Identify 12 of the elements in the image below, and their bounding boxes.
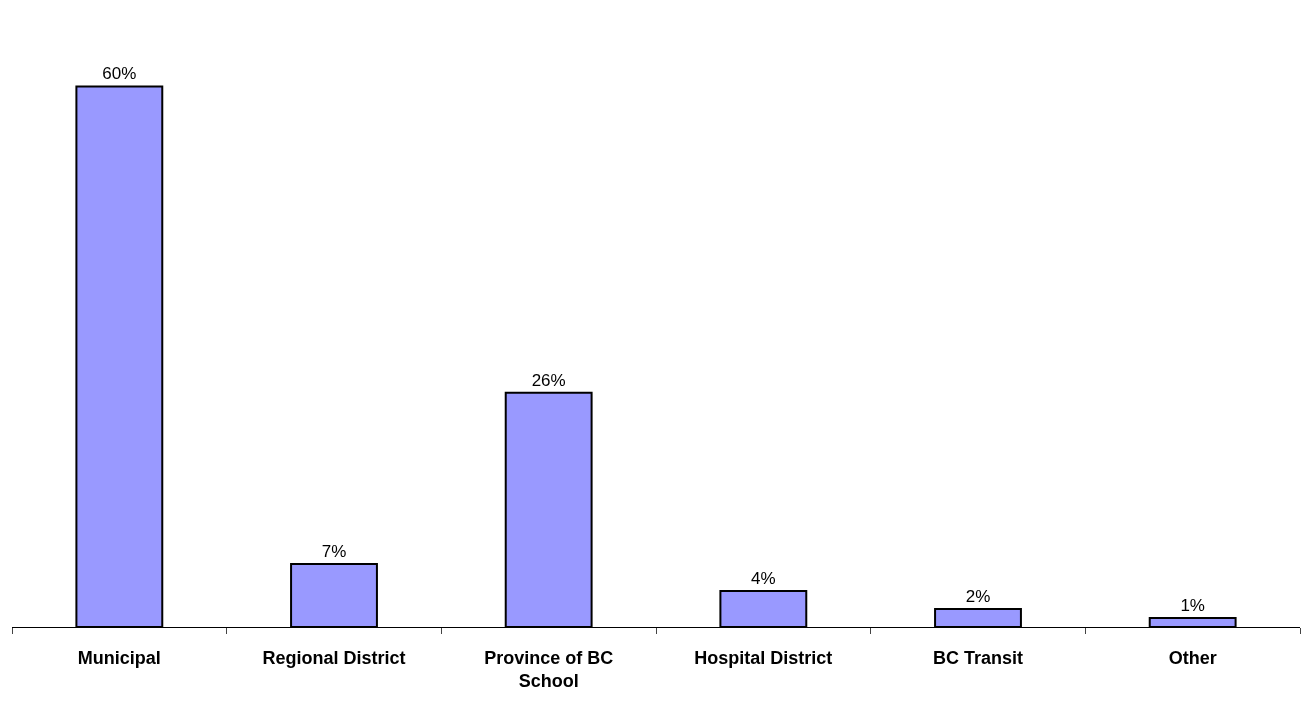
x-tick-label: Province of BC School xyxy=(484,647,614,691)
x-tick-label: BC Transit xyxy=(932,647,1024,668)
data-label: 1% xyxy=(1180,595,1205,615)
data-label: 7% xyxy=(321,541,347,561)
data-label: 2% xyxy=(965,586,991,606)
x-tick-label: Regional District xyxy=(262,647,406,668)
data-label: 26% xyxy=(531,370,566,390)
data-label: 4% xyxy=(751,568,776,588)
x-tick-label: Hospital District xyxy=(694,647,833,668)
data-label: 60% xyxy=(102,64,137,84)
x-tick-label: Municipal xyxy=(77,647,161,668)
x-tick-label: Other xyxy=(1168,647,1217,668)
